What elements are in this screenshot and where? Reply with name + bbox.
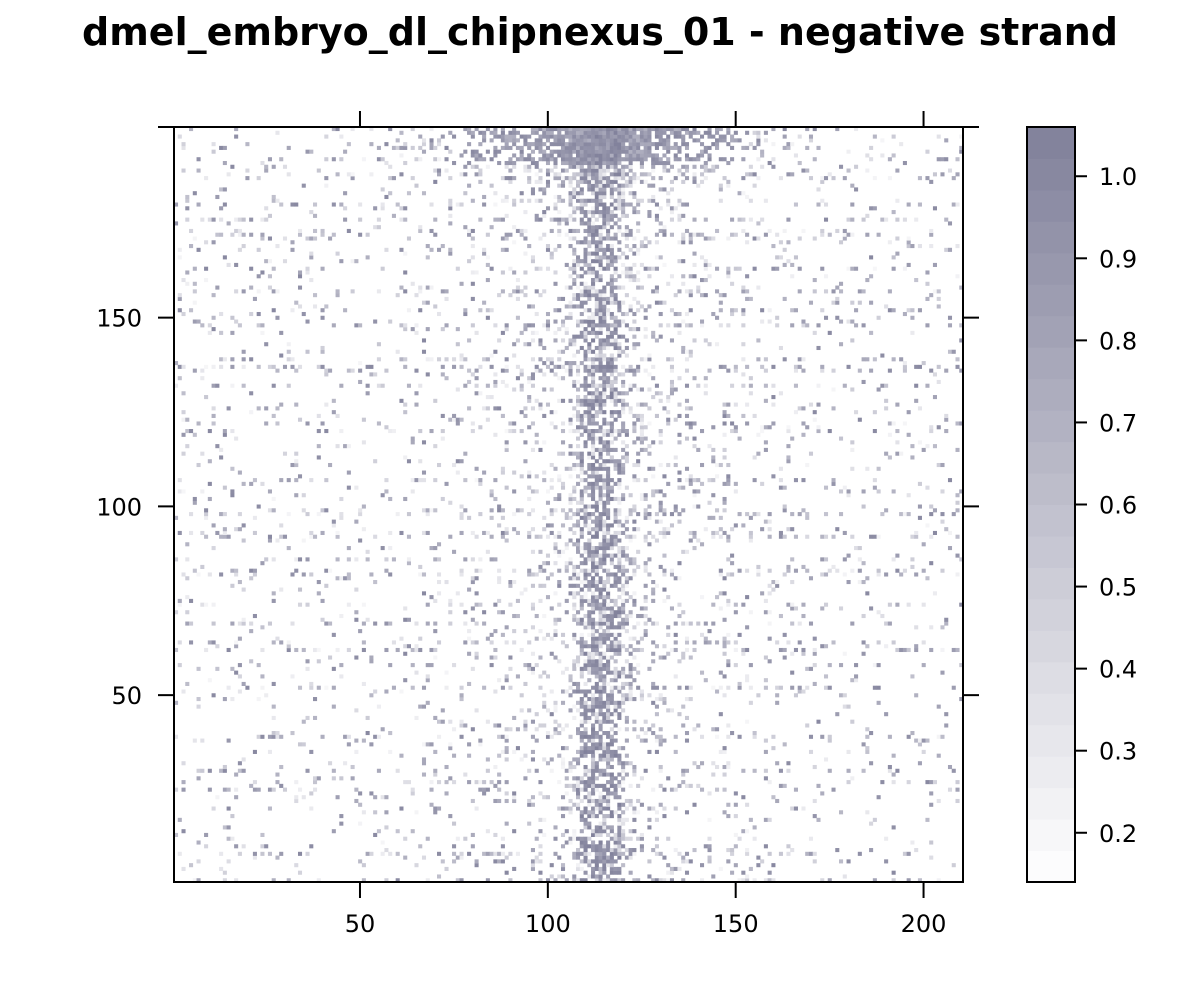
colorbar-segment — [1027, 410, 1075, 443]
y-tick-label: 50 — [111, 682, 142, 710]
colorbar-segment — [1027, 347, 1075, 380]
colorbar-segment — [1027, 756, 1075, 789]
colorbar-segment — [1027, 473, 1075, 505]
colorbar-tick-label: 0.7 — [1099, 409, 1137, 437]
colorbar-tick-label: 0.2 — [1099, 820, 1137, 848]
colorbar-segment — [1027, 252, 1075, 285]
y-tick-label: 100 — [96, 493, 142, 521]
chart-title: dmel_embryo_dl_chipnexus_01 - negative s… — [82, 10, 1118, 54]
colorbar-segment — [1027, 378, 1075, 411]
heatmap-cells — [174, 127, 964, 883]
colorbar-segment — [1027, 189, 1075, 222]
x-tick-label: 150 — [713, 910, 759, 938]
colorbar-segment — [1027, 567, 1075, 600]
colorbar-tick-label: 0.4 — [1099, 656, 1137, 684]
colorbar-segment — [1027, 127, 1075, 159]
colorbar-segment — [1027, 221, 1075, 254]
axis-ticks — [158, 111, 979, 898]
colorbar-tick-label: 0.5 — [1099, 574, 1137, 602]
x-tick-label: 100 — [525, 910, 571, 938]
colorbar-segment — [1027, 850, 1075, 883]
colorbar-segment — [1027, 724, 1075, 757]
x-tick-label: 50 — [345, 910, 376, 938]
axis-labels: 50 100 150 200 50 100 150 — [96, 305, 946, 938]
colorbar-tick-label: 1.0 — [1099, 163, 1137, 191]
x-tick-label: 200 — [901, 910, 947, 938]
colorbar-tick-label: 0.3 — [1099, 738, 1137, 766]
colorbar-segment — [1027, 504, 1075, 537]
colorbar: 0.2 0.3 0.4 0.5 0.6 0.7 0.8 0.9 1.0 — [1026, 126, 1137, 883]
colorbar-segment — [1027, 441, 1075, 474]
colorbar-segment — [1027, 284, 1075, 317]
colorbar-segment — [1027, 787, 1075, 820]
y-tick-label: 150 — [96, 305, 142, 333]
colorbar-segment — [1027, 598, 1075, 631]
colorbar-tick-label: 0.6 — [1099, 492, 1137, 520]
colorbar-segment — [1027, 158, 1075, 191]
plot-frame — [173, 126, 964, 883]
colorbar-segment — [1027, 535, 1075, 568]
colorbar-tick-label: 0.8 — [1099, 327, 1137, 355]
colorbar-segment — [1027, 315, 1075, 348]
colorbar-segment — [1027, 819, 1075, 852]
colorbar-tick-label: 0.9 — [1099, 245, 1137, 273]
colorbar-segment — [1027, 661, 1075, 694]
colorbar-segment — [1027, 693, 1075, 726]
colorbar-segment — [1027, 630, 1075, 663]
